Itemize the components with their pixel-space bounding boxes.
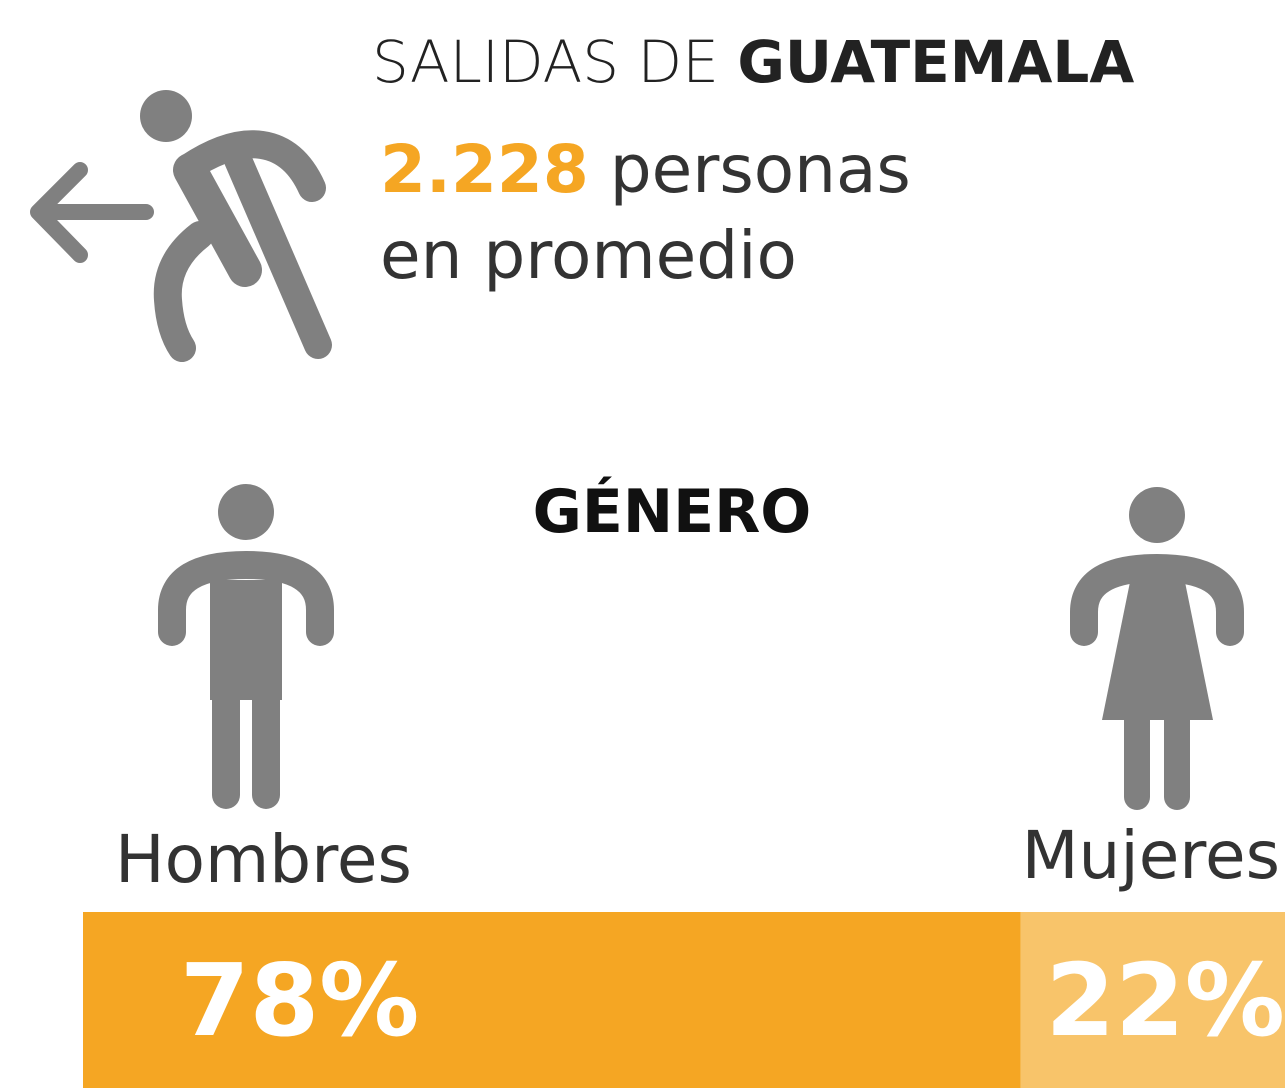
value-label: 22% xyxy=(1046,942,1285,1059)
woman-icon xyxy=(1070,487,1244,810)
man-icon xyxy=(158,484,334,809)
title-light: SALIDAS DE xyxy=(372,28,719,96)
category-label: Mujeres xyxy=(1022,817,1280,894)
bar-segment xyxy=(83,912,1021,1088)
bar-segment xyxy=(1020,912,1285,1088)
gender-title: GÉNERO xyxy=(533,475,812,547)
count: 2.228 xyxy=(380,131,589,208)
title-bold: GUATEMALA xyxy=(737,28,1134,96)
value-label: 78% xyxy=(180,942,419,1059)
count-note: en promedio xyxy=(380,217,797,294)
title: SALIDAS DE GUATEMALA xyxy=(372,28,1134,96)
category-label: Hombres xyxy=(115,821,412,898)
count-line: 2.228 personas xyxy=(380,131,911,208)
walking-icon xyxy=(30,90,332,362)
count-text: personas xyxy=(610,131,911,208)
